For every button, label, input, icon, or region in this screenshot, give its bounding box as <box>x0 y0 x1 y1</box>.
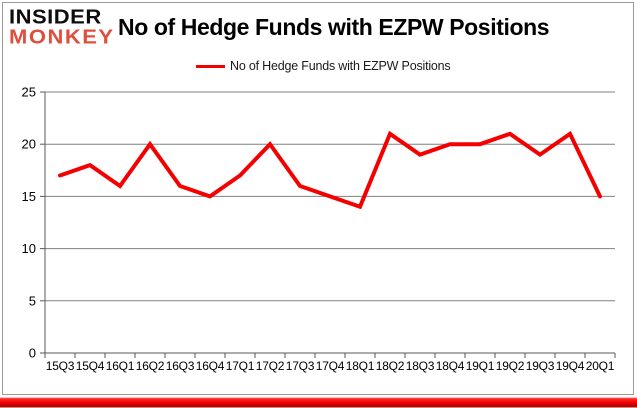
x-tick-label: 17Q4 <box>316 359 345 373</box>
y-tick-label: 25 <box>22 85 36 100</box>
x-tick-label: 15Q3 <box>46 359 75 373</box>
y-tick-label: 0 <box>29 346 36 361</box>
bottom-red-bar <box>0 396 637 408</box>
y-tick-label: 20 <box>22 137 36 152</box>
x-tick-label: 18Q1 <box>346 359 375 373</box>
x-tick-label: 18Q4 <box>436 359 465 373</box>
x-tick-label: 16Q2 <box>136 359 165 373</box>
series-line <box>58 130 602 210</box>
logo-insider-text: INSIDER <box>9 5 102 29</box>
x-tick-label: 17Q1 <box>226 359 255 373</box>
x-tick-label: 20Q1 <box>586 359 615 373</box>
legend: No of Hedge Funds with EZPW Positions <box>196 59 451 73</box>
x-tick-label: 15Q4 <box>76 359 105 373</box>
x-tick-label: 16Q4 <box>196 359 225 373</box>
x-tick-label: 17Q3 <box>286 359 315 373</box>
x-tick-label: 19Q1 <box>466 359 495 373</box>
x-tick-label: 16Q1 <box>106 359 135 373</box>
logo-monkey-text: MONKEY <box>9 25 115 49</box>
x-tick-label: 18Q2 <box>376 359 405 373</box>
x-tick-label: 16Q3 <box>166 359 195 373</box>
x-tick-label: 19Q3 <box>526 359 555 373</box>
x-tick-label: 19Q4 <box>556 359 585 373</box>
x-tick-label: 18Q3 <box>406 359 435 373</box>
chart-title: No of Hedge Funds with EZPW Positions <box>118 14 550 40</box>
y-tick-label: 10 <box>22 241 36 256</box>
legend-line-marker <box>196 64 225 68</box>
y-tick-label: 5 <box>29 293 36 308</box>
x-tick-label: 19Q2 <box>496 359 525 373</box>
chart-frame <box>2 2 634 395</box>
insider-monkey-logo: INSIDER MONKEY <box>9 5 115 49</box>
x-tick-label: 17Q2 <box>256 359 285 373</box>
y-tick-label: 15 <box>22 189 36 204</box>
legend-label: No of Hedge Funds with EZPW Positions <box>230 59 451 73</box>
